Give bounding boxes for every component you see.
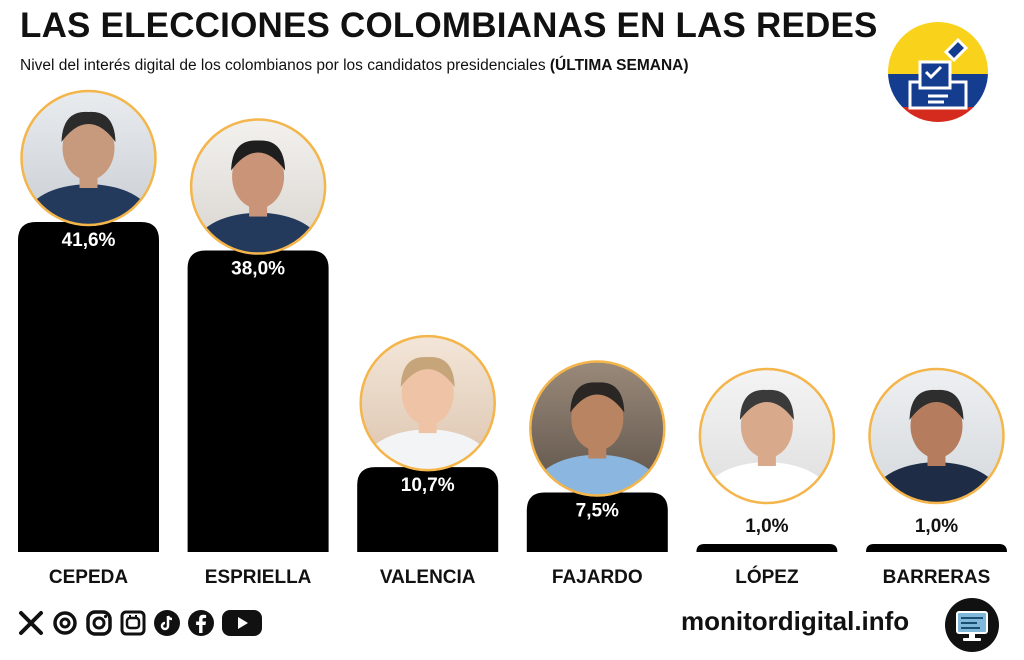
bar-cepeda bbox=[18, 222, 159, 552]
x-icon[interactable] bbox=[16, 607, 46, 639]
candidate-photo-espriella bbox=[189, 118, 327, 255]
monitor-icon bbox=[945, 598, 999, 652]
category-label: BARRERAS bbox=[883, 567, 991, 588]
threads-icon[interactable] bbox=[50, 607, 80, 639]
candidate-photo-fajardo bbox=[529, 360, 666, 497]
site-url[interactable]: monitordigital.info bbox=[681, 606, 910, 636]
bar-barreras bbox=[866, 544, 1007, 552]
instagram-icon[interactable] bbox=[84, 607, 114, 639]
category-label: CEPEDA bbox=[49, 567, 128, 588]
category-labels-group: CEPEDA ESPRIELLA VALENCIA FAJARDO LÓPEZ BARRE… bbox=[49, 566, 990, 588]
kick-icon[interactable] bbox=[118, 607, 148, 639]
candidate-photo-lópez bbox=[698, 367, 836, 505]
category-label: FAJARDO bbox=[552, 567, 643, 588]
bar-espriella bbox=[187, 250, 329, 553]
value-label: 7,5% bbox=[576, 501, 619, 522]
youtube-icon[interactable] bbox=[220, 607, 264, 639]
category-label: ESPRIELLA bbox=[205, 567, 312, 588]
bar-valencia bbox=[357, 467, 499, 552]
value-label: 1,0% bbox=[915, 516, 958, 537]
subtitle-period: (ÚLTIMA SEMANA) bbox=[549, 57, 689, 74]
subtitle-main: Nivel del interés digital de los colombi… bbox=[20, 57, 546, 74]
ballot-box-logo bbox=[888, 22, 988, 122]
chart-subtitle: Nivel del interés digital de los colombi… bbox=[20, 57, 689, 75]
category-label: VALENCIA bbox=[380, 567, 476, 588]
candidate-photo-valencia bbox=[359, 334, 496, 472]
social-icons bbox=[16, 607, 264, 639]
facebook-icon[interactable] bbox=[186, 607, 216, 639]
bars-group bbox=[18, 222, 1007, 553]
tiktok-icon[interactable] bbox=[152, 607, 182, 639]
value-label: 10,7% bbox=[401, 475, 455, 496]
category-label: LÓPEZ bbox=[735, 566, 799, 588]
candidate-photo-cepeda bbox=[20, 89, 157, 227]
bar-fajardo bbox=[526, 492, 668, 552]
bar-lópez bbox=[696, 544, 838, 552]
chart-title: LAS ELECCIONES COLOMBIANAS EN LAS REDES bbox=[20, 6, 878, 45]
value-label: 1,0% bbox=[745, 516, 788, 537]
candidate-photo-barreras bbox=[868, 367, 1005, 505]
candidate-photos-group bbox=[20, 89, 1005, 505]
value-label: 38,0% bbox=[231, 259, 285, 280]
bar-chart: 41,6% 38,0% 10,7% 7,5% 1,0% 1,0% CEPEDA ESPRIE… bbox=[18, 89, 1007, 588]
value-label: 41,6% bbox=[62, 230, 116, 251]
value-labels-group: 41,6% 38,0% 10,7% 7,5% 1,0% 1,0% bbox=[62, 230, 959, 537]
ballot-box-icon bbox=[908, 37, 969, 110]
